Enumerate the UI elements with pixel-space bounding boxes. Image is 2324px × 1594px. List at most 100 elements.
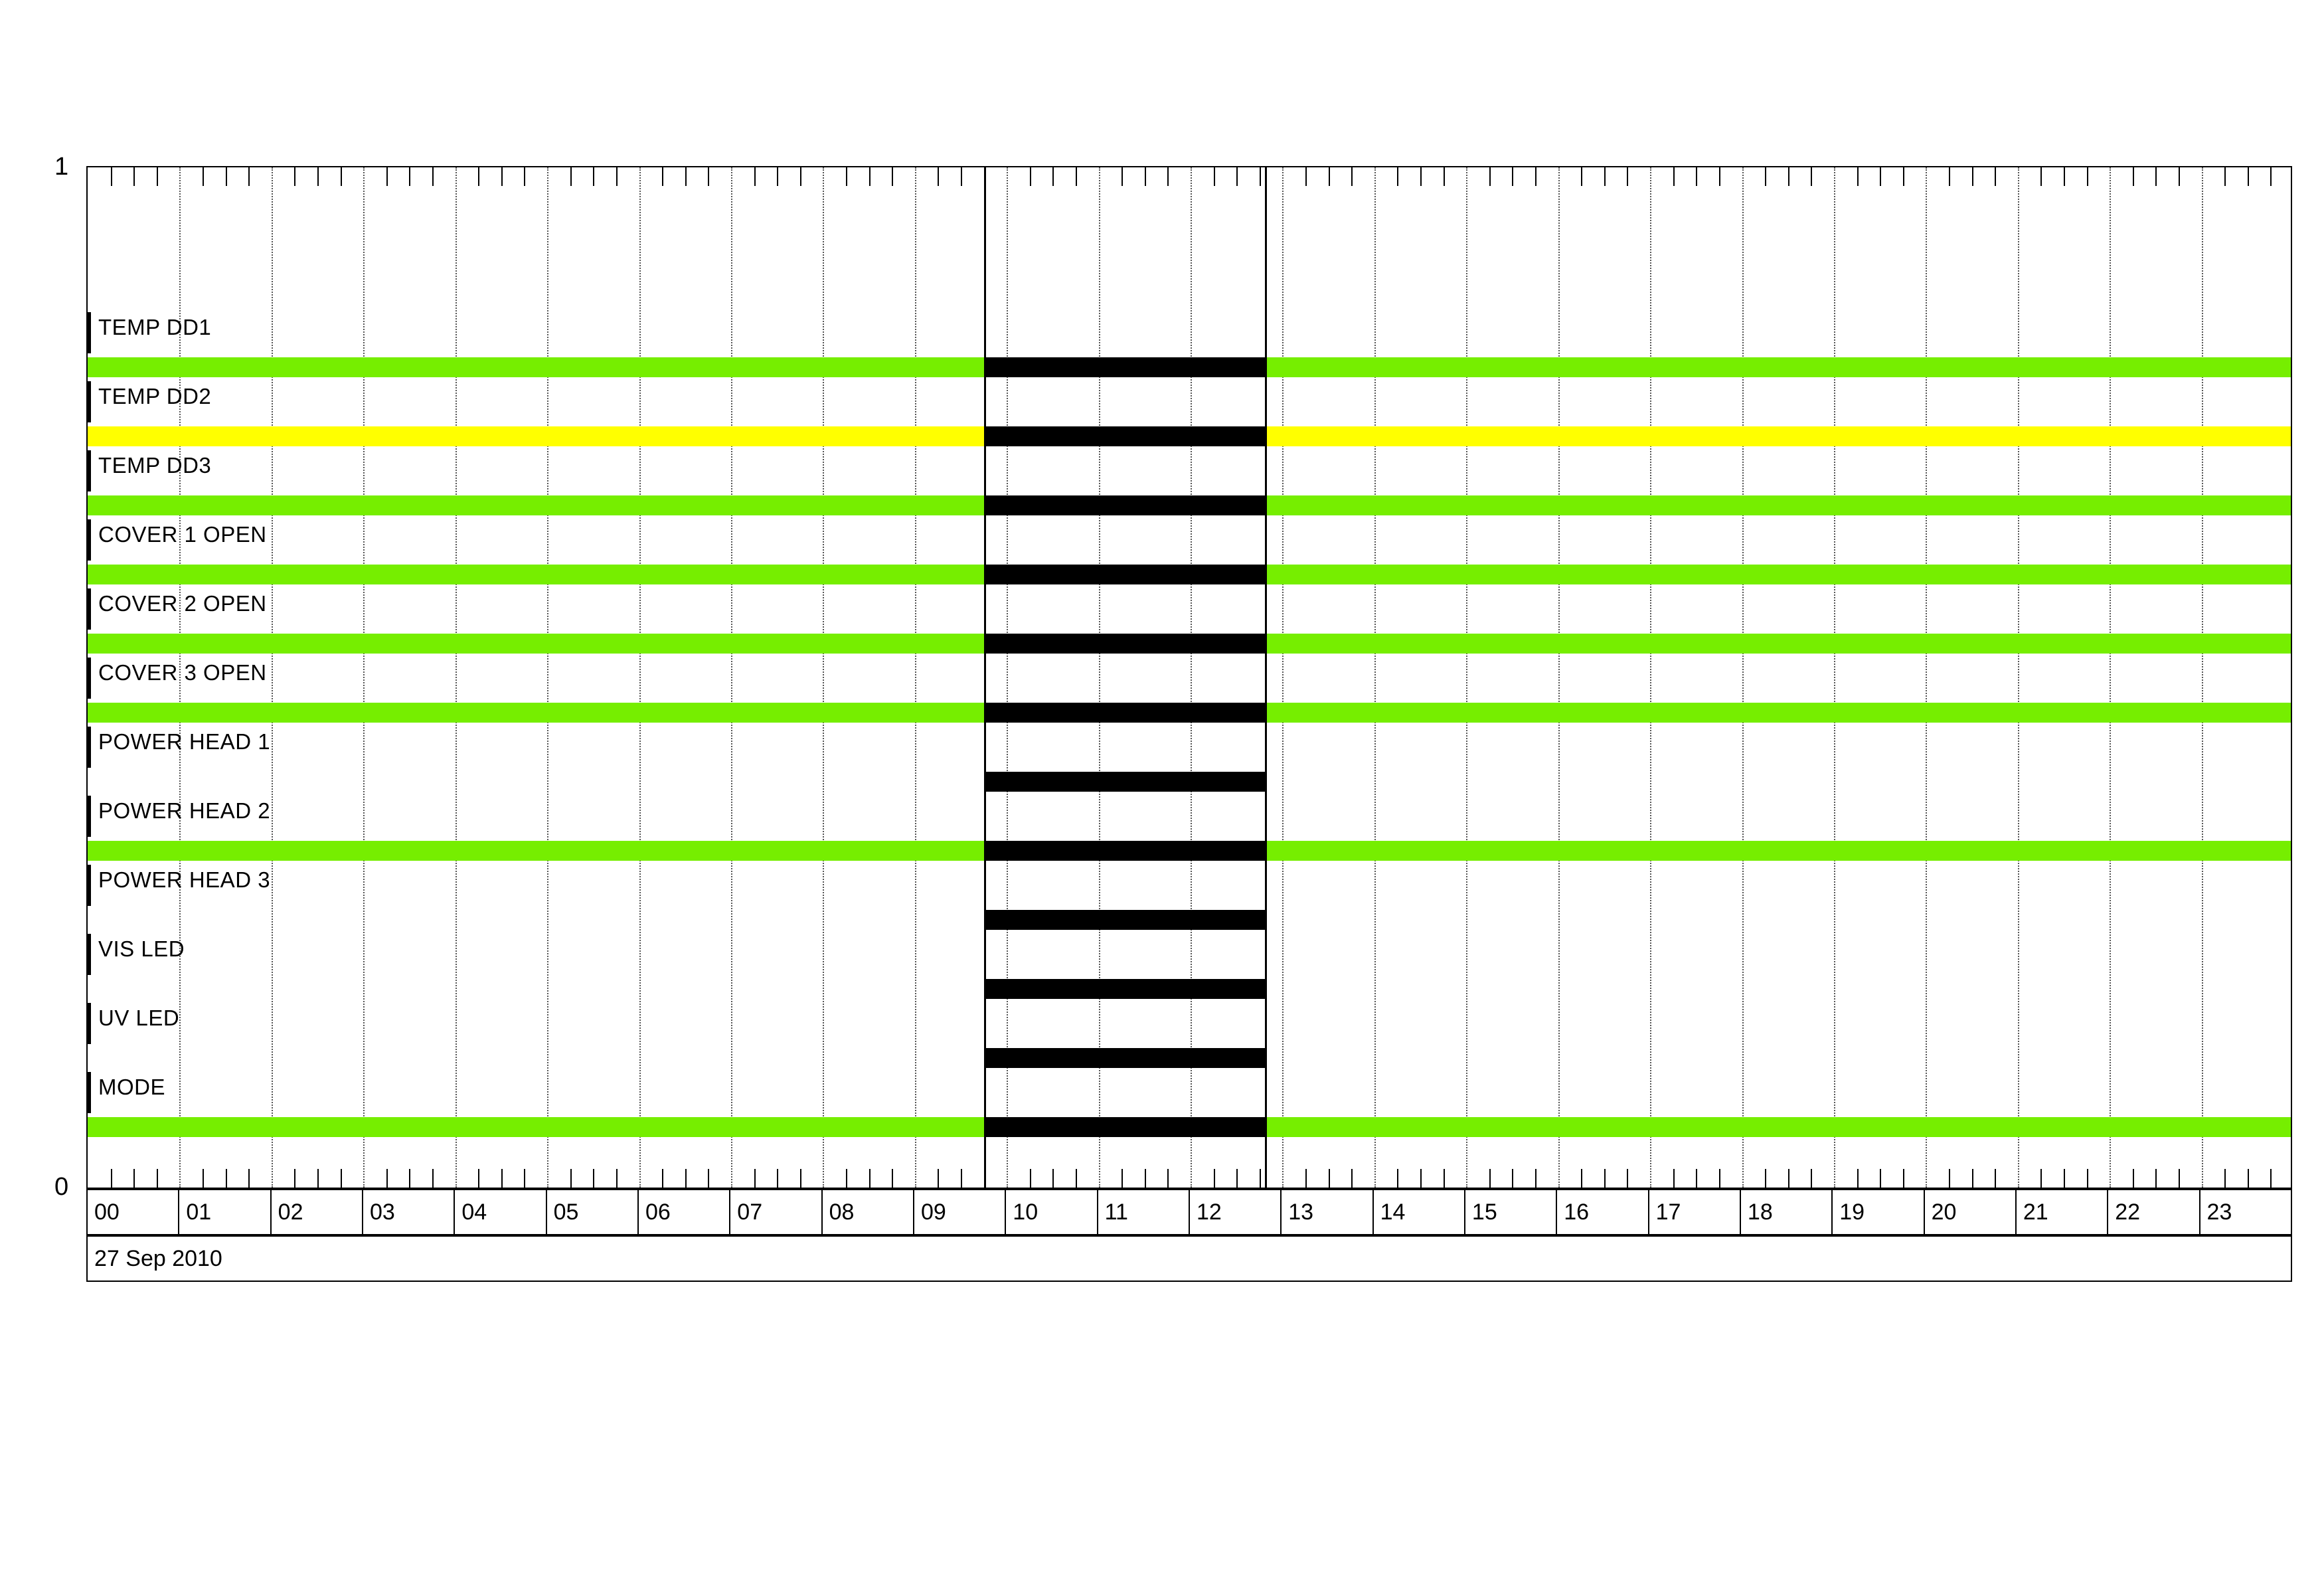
tick-bottom	[386, 1169, 388, 1188]
row-marker-tick	[88, 658, 91, 699]
status-row: POWER HEAD 1	[88, 723, 2291, 792]
tick-bottom	[432, 1169, 434, 1188]
row-label: TEMP DD2	[98, 384, 212, 408]
row-label: COVER 2 OPEN	[98, 591, 267, 616]
event-segment	[983, 979, 1267, 999]
row-label: COVER 1 OPEN	[98, 522, 267, 547]
tick-bottom	[1512, 1169, 1514, 1188]
tick-bottom	[593, 1169, 595, 1188]
hour-label-03: 03	[363, 1190, 456, 1234]
tick-top	[708, 167, 710, 186]
gridline-hour-18	[1742, 167, 1744, 1188]
tick-bottom	[1121, 1169, 1123, 1188]
gridline-hour-14	[1374, 167, 1376, 1188]
tick-top	[225, 167, 227, 186]
tick-bottom	[156, 1169, 158, 1188]
hour-label-21: 21	[2017, 1190, 2109, 1234]
tick-bottom	[225, 1169, 227, 1188]
hour-label-12: 12	[1190, 1190, 1282, 1234]
gridline-hour-06	[639, 167, 641, 1188]
tick-top	[2178, 167, 2180, 186]
tick-top	[1351, 167, 1353, 186]
row-marker-tick	[88, 588, 91, 630]
tick-bottom	[133, 1169, 135, 1188]
row-label: VIS LED	[98, 936, 185, 961]
gridline-hour-05	[547, 167, 549, 1188]
tick-top	[2063, 167, 2065, 186]
tick-top	[1696, 167, 1698, 186]
tick-bottom	[708, 1169, 710, 1188]
tick-top	[938, 167, 940, 186]
gridline-hour-16	[1558, 167, 1560, 1188]
tick-top	[203, 167, 205, 186]
row-marker-tick	[88, 796, 91, 837]
tick-bottom	[2086, 1169, 2088, 1188]
row-marker-tick	[88, 450, 91, 491]
tick-bottom	[2270, 1169, 2272, 1188]
event-segment	[983, 1048, 1267, 1068]
row-label: COVER 3 OPEN	[98, 660, 267, 685]
tick-top	[2224, 167, 2226, 186]
tick-bottom	[1029, 1169, 1031, 1188]
tick-bottom	[662, 1169, 664, 1188]
tick-bottom	[478, 1169, 480, 1188]
date-strip: 27 Sep 2010	[86, 1235, 2292, 1282]
tick-bottom	[685, 1169, 687, 1188]
gridline-hour-01	[179, 167, 181, 1188]
gridline-hour-17	[1650, 167, 1652, 1188]
plot-area: TEMP DD1 TEMP DD2 TEMP DD3 COVER 1 OPEN COVE…	[86, 166, 2292, 1189]
tick-bottom	[1627, 1169, 1629, 1188]
tick-bottom	[1052, 1169, 1054, 1188]
row-marker-tick	[88, 865, 91, 906]
tick-top	[1167, 167, 1169, 186]
tick-bottom	[2247, 1169, 2249, 1188]
hour-label-01: 01	[179, 1190, 272, 1234]
tick-bottom	[203, 1169, 205, 1188]
hour-label-09: 09	[914, 1190, 1007, 1234]
tick-bottom	[2224, 1169, 2226, 1188]
gridline-hour-21	[2017, 167, 2019, 1188]
hour-axis-strip: 00 01 02 03 04 05 06 07 08 09 10 11 12 13 14 15 16 17 18 19…	[86, 1189, 2292, 1235]
tick-bottom	[340, 1169, 342, 1188]
hour-label-15: 15	[1465, 1190, 1558, 1234]
tick-top	[248, 167, 250, 186]
tick-bottom	[2040, 1169, 2042, 1188]
gridline-hour-13	[1282, 167, 1284, 1188]
tick-top	[1144, 167, 1146, 186]
tick-top	[2040, 167, 2042, 186]
tick-top	[1305, 167, 1307, 186]
row-label: TEMP DD1	[98, 315, 212, 339]
tick-bottom	[501, 1169, 503, 1188]
tick-top	[1328, 167, 1330, 186]
tick-bottom	[1535, 1169, 1537, 1188]
hour-label-08: 08	[823, 1190, 914, 1234]
tick-bottom	[2155, 1169, 2157, 1188]
tick-top	[2155, 167, 2157, 186]
hour-label-04: 04	[455, 1190, 547, 1234]
tick-top	[685, 167, 687, 186]
tick-top	[524, 167, 526, 186]
tick-bottom	[317, 1169, 319, 1188]
tick-bottom	[2132, 1169, 2134, 1188]
tick-bottom	[1857, 1169, 1859, 1188]
tick-bottom	[1902, 1169, 1904, 1188]
gridline-hour-08	[823, 167, 825, 1188]
tick-top	[1121, 167, 1123, 186]
hour-label-19: 19	[1833, 1190, 1925, 1234]
hour-label-17: 17	[1649, 1190, 1741, 1234]
tick-bottom	[1259, 1169, 1261, 1188]
tick-top	[133, 167, 135, 186]
row-label: POWER HEAD 3	[98, 867, 271, 892]
tick-bottom	[1880, 1169, 1882, 1188]
tick-top	[156, 167, 158, 186]
gridline-hour-11	[1098, 167, 1100, 1188]
tick-bottom	[1075, 1169, 1077, 1188]
tick-top	[409, 167, 411, 186]
tick-top	[799, 167, 801, 186]
tick-bottom	[248, 1169, 250, 1188]
tick-bottom	[570, 1169, 572, 1188]
event-block-edge-left	[983, 167, 986, 1188]
tick-bottom	[1144, 1169, 1146, 1188]
event-segment	[983, 841, 1267, 861]
tick-top	[478, 167, 480, 186]
